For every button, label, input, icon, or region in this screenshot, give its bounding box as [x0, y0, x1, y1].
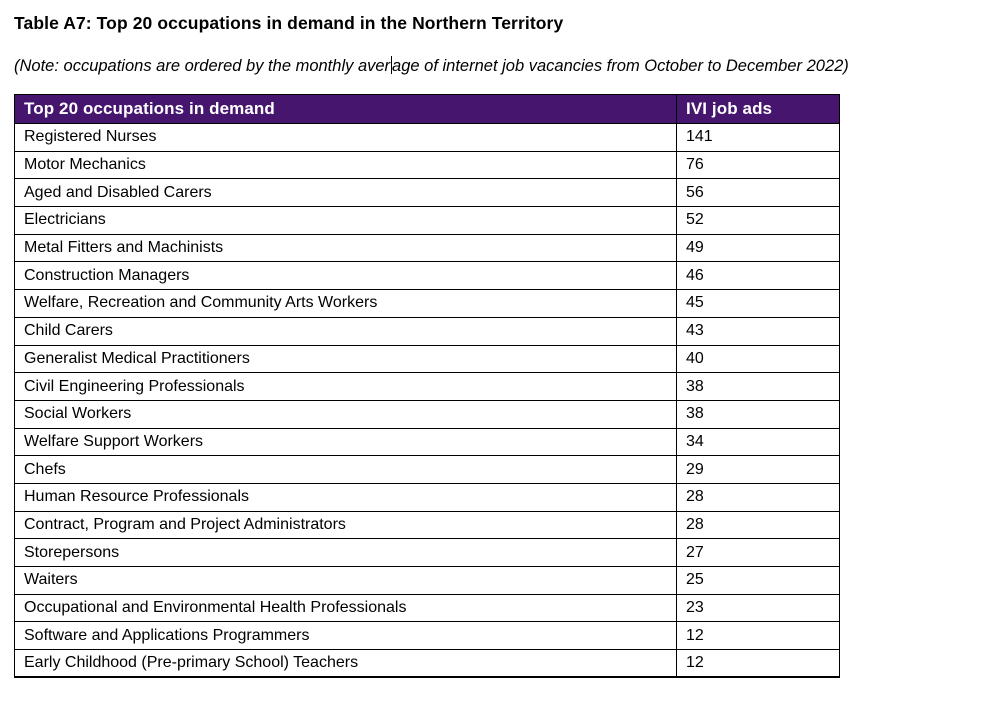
table-row: Aged and Disabled Carers 56 — [14, 178, 840, 208]
table-row: Child Carers 43 — [14, 316, 840, 346]
ivi-job-ads-cell: 45 — [676, 289, 840, 318]
ivi-job-ads-cell: 27 — [676, 538, 840, 567]
table-row: Motor Mechanics 76 — [14, 150, 840, 180]
table-row: Welfare Support Workers 34 — [14, 427, 840, 457]
table-row: Waiters 25 — [14, 566, 840, 595]
table-row: Welfare, Recreation and Community Arts W… — [14, 289, 840, 318]
occupation-cell: Civil Engineering Professionals — [14, 372, 677, 401]
occupation-cell: Human Resource Professionals — [14, 482, 677, 512]
column-header-occupations: Top 20 occupations in demand — [14, 94, 677, 124]
ivi-job-ads-cell: 28 — [676, 510, 840, 540]
ivi-job-ads-cell: 43 — [676, 316, 840, 346]
occupation-cell: Welfare Support Workers — [14, 427, 677, 457]
ivi-job-ads-cell: 25 — [676, 566, 840, 595]
occupation-cell: Metal Fitters and Machinists — [14, 233, 677, 263]
ivi-job-ads-cell: 12 — [676, 621, 840, 651]
table-row: Human Resource Professionals 28 — [14, 482, 840, 512]
document-note: (Note: occupations are ordered by the mo… — [14, 55, 975, 77]
ivi-job-ads-cell: 40 — [676, 344, 840, 374]
table-row: Registered Nurses 141 — [14, 123, 840, 152]
table-row: Chefs 29 — [14, 455, 840, 484]
occupation-cell: Early Childhood (Pre-primary School) Tea… — [14, 649, 677, 678]
ivi-job-ads-cell: 46 — [676, 261, 840, 291]
document-title: Table A7: Top 20 occupations in demand i… — [14, 13, 564, 33]
table-header-row: Top 20 occupations in demand IVI job ads — [14, 94, 840, 124]
occupation-cell: Waiters — [14, 566, 677, 595]
occupation-cell: Electricians — [14, 206, 677, 235]
ivi-job-ads-cell: 28 — [676, 482, 840, 512]
table-row: Contract, Program and Project Administra… — [14, 510, 840, 540]
occupation-cell: Generalist Medical Practitioners — [14, 344, 677, 374]
table-row: Generalist Medical Practitioners 40 — [14, 344, 840, 374]
ivi-job-ads-cell: 23 — [676, 593, 840, 623]
text-cursor — [390, 56, 392, 74]
occupation-cell: Storepersons — [14, 538, 677, 567]
table-row: Occupational and Environmental Health Pr… — [14, 593, 840, 623]
ivi-job-ads-cell: 12 — [676, 649, 840, 678]
note-text-after-caret: age of internet job vacancies from Octob… — [392, 57, 849, 75]
occupation-cell: Chefs — [14, 455, 677, 484]
table-row: Storepersons 27 — [14, 538, 840, 567]
ivi-job-ads-cell: 38 — [676, 399, 840, 429]
occupation-cell: Motor Mechanics — [14, 150, 677, 180]
table-row: Civil Engineering Professionals 38 — [14, 372, 840, 401]
note-text-before-caret: (Note: occupations are ordered by the mo… — [14, 57, 391, 75]
column-header-ivi-job-ads: IVI job ads — [676, 94, 840, 124]
ivi-job-ads-cell: 141 — [676, 123, 840, 152]
ivi-job-ads-cell: 49 — [676, 233, 840, 263]
table-row: Social Workers 38 — [14, 399, 840, 429]
occupation-cell: Social Workers — [14, 399, 677, 429]
ivi-job-ads-cell: 29 — [676, 455, 840, 484]
occupation-cell: Construction Managers — [14, 261, 677, 291]
occupation-cell: Aged and Disabled Carers — [14, 178, 677, 208]
document-page: Table A7: Top 20 occupations in demand i… — [14, 13, 975, 679]
table-row: Construction Managers 46 — [14, 261, 840, 291]
occupations-table: Top 20 occupations in demand IVI job ads… — [14, 94, 840, 679]
occupation-cell: Welfare, Recreation and Community Arts W… — [14, 289, 677, 318]
table-row: Software and Applications Programmers 12 — [14, 621, 840, 651]
table-body: Registered Nurses 141 Motor Mechanics 76 Age… — [14, 123, 840, 678]
occupation-cell: Registered Nurses — [14, 123, 677, 152]
occupation-cell: Contract, Program and Project Administra… — [14, 510, 677, 540]
occupation-cell: Occupational and Environmental Health Pr… — [14, 593, 677, 623]
table-row: Early Childhood (Pre-primary School) Tea… — [14, 649, 840, 678]
ivi-job-ads-cell: 52 — [676, 206, 840, 235]
occupation-cell: Child Carers — [14, 316, 677, 346]
ivi-job-ads-cell: 38 — [676, 372, 840, 401]
table-row: Metal Fitters and Machinists 49 — [14, 233, 840, 263]
table-row: Electricians 52 — [14, 206, 840, 235]
ivi-job-ads-cell: 56 — [676, 178, 840, 208]
ivi-job-ads-cell: 34 — [676, 427, 840, 457]
ivi-job-ads-cell: 76 — [676, 150, 840, 180]
occupation-cell: Software and Applications Programmers — [14, 621, 677, 651]
